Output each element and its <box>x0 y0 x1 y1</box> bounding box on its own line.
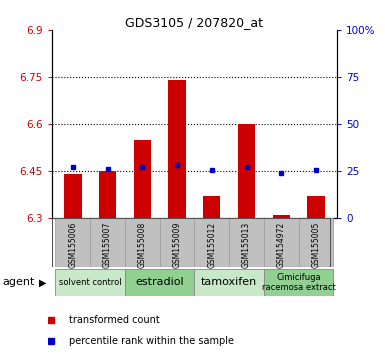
Bar <box>90 218 125 267</box>
Text: GSM155006: GSM155006 <box>68 222 77 268</box>
Text: tamoxifen: tamoxifen <box>201 277 257 287</box>
Bar <box>160 218 194 267</box>
Text: estradiol: estradiol <box>136 277 184 287</box>
Bar <box>134 139 151 218</box>
Bar <box>168 80 186 218</box>
Text: solvent control: solvent control <box>59 278 122 287</box>
Bar <box>55 218 90 267</box>
Text: agent: agent <box>2 277 34 287</box>
Bar <box>99 171 116 218</box>
Bar <box>55 269 125 296</box>
Bar <box>194 269 264 296</box>
Text: GSM154972: GSM154972 <box>277 222 286 268</box>
Bar <box>194 218 229 267</box>
Bar <box>229 218 264 267</box>
Bar <box>307 196 325 218</box>
Bar <box>125 269 194 296</box>
Text: transformed count: transformed count <box>69 315 159 325</box>
Bar <box>299 218 333 267</box>
Text: GSM155008: GSM155008 <box>138 222 147 268</box>
Text: percentile rank within the sample: percentile rank within the sample <box>69 336 234 346</box>
Text: GSM155009: GSM155009 <box>172 222 182 268</box>
Bar <box>64 174 82 218</box>
Bar <box>273 215 290 218</box>
Bar <box>125 218 160 267</box>
Bar <box>264 269 333 296</box>
Text: GSM155005: GSM155005 <box>311 222 321 268</box>
Bar <box>264 218 299 267</box>
Text: GSM155012: GSM155012 <box>207 222 216 268</box>
Bar <box>203 196 221 218</box>
Text: GSM155013: GSM155013 <box>242 222 251 268</box>
Text: GSM155007: GSM155007 <box>103 222 112 268</box>
Text: ▶: ▶ <box>38 277 46 287</box>
Bar <box>238 124 255 218</box>
Text: Cimicifuga
racemosa extract: Cimicifuga racemosa extract <box>262 273 336 292</box>
Title: GDS3105 / 207820_at: GDS3105 / 207820_at <box>126 16 263 29</box>
